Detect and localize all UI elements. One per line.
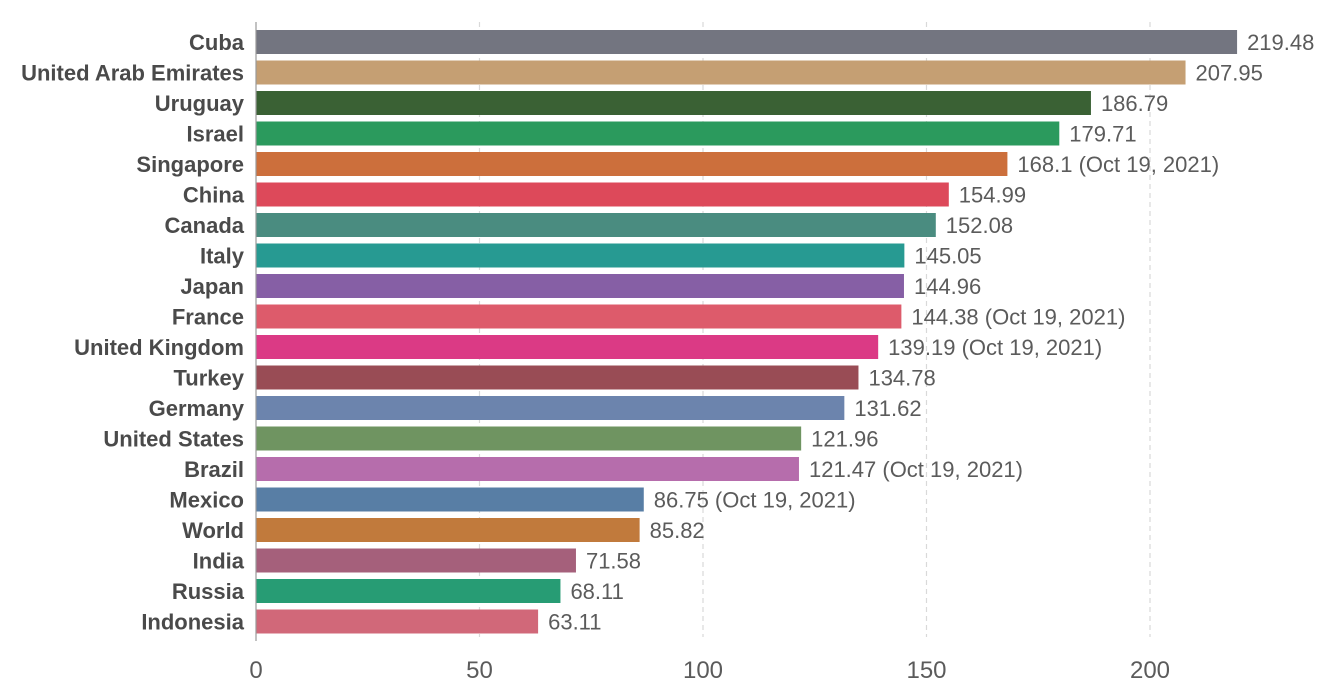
value-label: 219.48 bbox=[1247, 30, 1314, 55]
value-label: 144.38 (Oct 19, 2021) bbox=[911, 305, 1125, 330]
bar-row: Russia 68.11 bbox=[172, 579, 624, 604]
x-tick-label: 150 bbox=[906, 657, 946, 684]
bar bbox=[256, 365, 859, 390]
category-label: Brazil bbox=[184, 457, 244, 482]
bar-row: Mexico 86.75 (Oct 19, 2021) bbox=[169, 487, 856, 513]
category-label: China bbox=[183, 183, 245, 208]
category-label: United Arab Emirates bbox=[21, 61, 244, 86]
bar bbox=[256, 396, 845, 420]
category-label: United Kingdom bbox=[74, 335, 244, 360]
category-label: Italy bbox=[200, 244, 245, 269]
value-label: 68.11 bbox=[570, 579, 623, 604]
bar bbox=[256, 518, 640, 542]
category-label: Uruguay bbox=[155, 91, 245, 116]
value-label: 152.08 bbox=[946, 213, 1013, 238]
bar-row: Uruguay 186.79 bbox=[155, 91, 1168, 116]
category-label: Israel bbox=[187, 122, 245, 147]
bar bbox=[256, 30, 1238, 54]
category-label: Germany bbox=[149, 396, 245, 421]
value-label: 134.78 bbox=[868, 366, 935, 391]
category-label: United States bbox=[103, 427, 244, 452]
bar bbox=[256, 274, 904, 298]
bar-row: Italy 145.05 bbox=[200, 243, 982, 269]
x-tick-label: 200 bbox=[1130, 657, 1170, 684]
value-label: 131.62 bbox=[854, 396, 921, 421]
value-label: 85.82 bbox=[650, 518, 705, 543]
category-label: Russia bbox=[172, 579, 245, 604]
bar-row: China 154.99 bbox=[183, 182, 1026, 208]
bar-row: Turkey 134.78 bbox=[173, 365, 936, 391]
bar bbox=[256, 548, 576, 573]
category-label: India bbox=[193, 549, 245, 574]
category-label: France bbox=[172, 305, 244, 330]
bar bbox=[256, 304, 902, 329]
value-label: 179.71 bbox=[1069, 122, 1136, 147]
bar bbox=[256, 60, 1186, 85]
bar bbox=[256, 487, 644, 512]
value-label: 154.99 bbox=[959, 183, 1026, 208]
value-label: 121.96 bbox=[811, 427, 878, 452]
x-axis: 0 50 100 150 200 bbox=[249, 22, 1170, 684]
bar-row: Brazil 121.47 (Oct 19, 2021) bbox=[184, 457, 1023, 482]
value-label: 71.58 bbox=[586, 549, 641, 574]
bar-row: Canada 152.08 bbox=[165, 213, 1013, 238]
value-label: 121.47 (Oct 19, 2021) bbox=[809, 457, 1023, 482]
bar-row: Japan 144.96 bbox=[180, 274, 981, 299]
category-label: Canada bbox=[165, 213, 245, 238]
bar-row: World 85.82 bbox=[182, 518, 705, 543]
bar-row: India 71.58 bbox=[193, 548, 641, 574]
category-label: Singapore bbox=[136, 152, 244, 177]
x-tick-label: 0 bbox=[249, 657, 262, 684]
bar-row: United Arab Emirates 207.95 bbox=[21, 60, 1263, 86]
bar bbox=[256, 213, 936, 237]
bar bbox=[256, 579, 561, 603]
bar-row: Israel 179.71 bbox=[187, 121, 1137, 147]
bar bbox=[256, 335, 879, 359]
value-label: 207.95 bbox=[1196, 61, 1263, 86]
bar-row: France 144.38 (Oct 19, 2021) bbox=[172, 304, 1125, 330]
bar bbox=[256, 152, 1008, 176]
value-label: 139.19 (Oct 19, 2021) bbox=[888, 335, 1102, 360]
bar-row: Singapore 168.1 (Oct 19, 2021) bbox=[136, 152, 1219, 177]
category-label: Mexico bbox=[169, 488, 244, 513]
value-label: 145.05 bbox=[914, 244, 981, 269]
bar bbox=[256, 609, 539, 634]
bar-row: Cuba 219.48 bbox=[189, 30, 1314, 55]
x-tick-label: 50 bbox=[466, 657, 493, 684]
category-label: Indonesia bbox=[141, 610, 244, 635]
bar bbox=[256, 121, 1060, 146]
category-label: Cuba bbox=[189, 30, 245, 55]
bar-row: Germany 131.62 bbox=[149, 396, 922, 421]
bar bbox=[256, 91, 1091, 115]
category-label: World bbox=[182, 518, 244, 543]
bar-row: United Kingdom 139.19 (Oct 19, 2021) bbox=[74, 335, 1102, 360]
bar-row: Indonesia 63.11 bbox=[141, 609, 602, 635]
bar-row: United States 121.96 bbox=[103, 426, 878, 452]
category-label: Turkey bbox=[173, 366, 244, 391]
value-label: 186.79 bbox=[1101, 91, 1168, 116]
category-label: Japan bbox=[180, 274, 244, 299]
value-label: 63.11 bbox=[548, 610, 601, 635]
bar bbox=[256, 426, 802, 451]
bar bbox=[256, 457, 799, 481]
x-tick-label: 100 bbox=[683, 657, 723, 684]
bar bbox=[256, 182, 949, 207]
bar bbox=[256, 243, 905, 268]
value-label: 86.75 (Oct 19, 2021) bbox=[654, 488, 856, 513]
value-label: 168.1 (Oct 19, 2021) bbox=[1017, 152, 1219, 177]
bars: Cuba 219.48 United Arab Emirates 207.95 Urug… bbox=[21, 30, 1314, 635]
value-label: 144.96 bbox=[914, 274, 981, 299]
